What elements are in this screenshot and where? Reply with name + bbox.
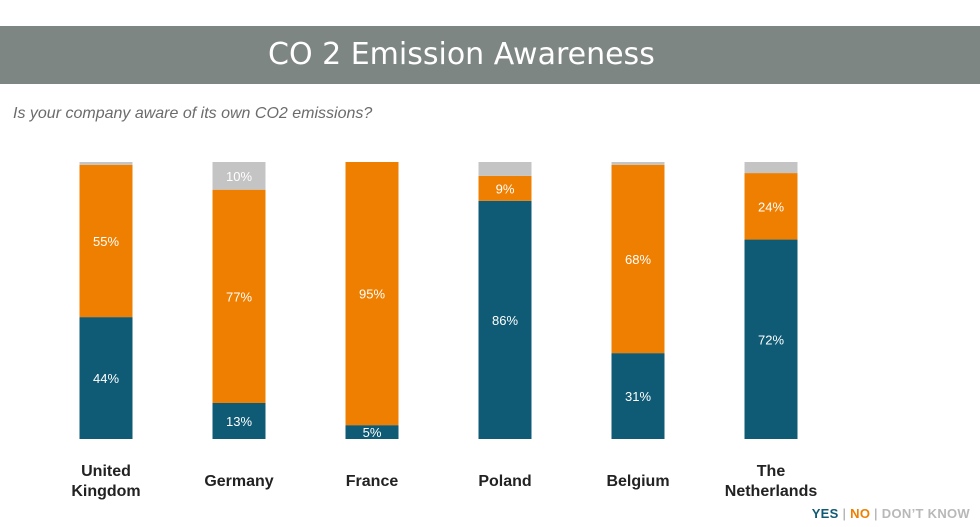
data-label: 13% — [226, 414, 252, 429]
category-label: Belgium — [606, 473, 669, 490]
data-label: 9% — [496, 181, 515, 196]
bar-segment-no — [744, 173, 798, 240]
bar-segment-no — [79, 164, 133, 318]
legend-dont-know: DON’T KNOW — [881, 506, 970, 521]
data-label: 95% — [359, 287, 385, 302]
legend: YES | NO | DON’T KNOW — [812, 506, 970, 521]
category-label: Poland — [478, 473, 531, 490]
data-label: 24% — [758, 199, 784, 214]
data-label: 31% — [625, 389, 651, 404]
legend-separator: | — [842, 506, 847, 521]
data-label: 68% — [625, 252, 651, 267]
bar-segment-don-t-know — [79, 162, 133, 165]
data-label: 5% — [363, 425, 382, 440]
bar-segment-yes — [744, 239, 798, 439]
category-label: France — [346, 473, 399, 490]
data-label: 55% — [93, 234, 119, 249]
bar-segment-yes — [345, 425, 399, 439]
category-label: Germany — [204, 473, 273, 490]
bar-segment-no — [345, 162, 399, 426]
bar-segment-yes — [478, 200, 532, 439]
bar-segment-don-t-know — [212, 162, 266, 190]
data-label: 44% — [93, 371, 119, 386]
data-label: 77% — [226, 289, 252, 304]
category-label: Netherlands — [725, 483, 818, 500]
data-label: 72% — [758, 332, 784, 347]
legend-separator: | — [874, 506, 878, 521]
data-label: 86% — [492, 313, 518, 328]
legend-no: NO — [850, 506, 871, 521]
bar-segment-don-t-know — [744, 162, 798, 174]
bar-segment-don-t-know — [611, 162, 665, 165]
category-label: United — [81, 463, 131, 480]
bar-segment-no — [478, 175, 532, 201]
data-label: 10% — [226, 169, 252, 184]
bar-segment-no — [212, 189, 266, 403]
bar-segment-yes — [79, 317, 133, 439]
page-title: CO 2 Emission Awareness — [268, 37, 655, 72]
survey-question: Is your company aware of its own CO2 emi… — [13, 105, 373, 122]
legend-yes: YES — [811, 506, 839, 521]
category-label: Kingdom — [71, 483, 140, 500]
bar-segment-don-t-know — [478, 162, 532, 176]
bar-segment-yes — [611, 353, 665, 439]
title-bar: CO 2 Emission Awareness — [0, 26, 980, 84]
bar-segment-no — [611, 164, 665, 354]
bar-segment-yes — [212, 402, 266, 439]
category-label: The — [757, 463, 786, 480]
